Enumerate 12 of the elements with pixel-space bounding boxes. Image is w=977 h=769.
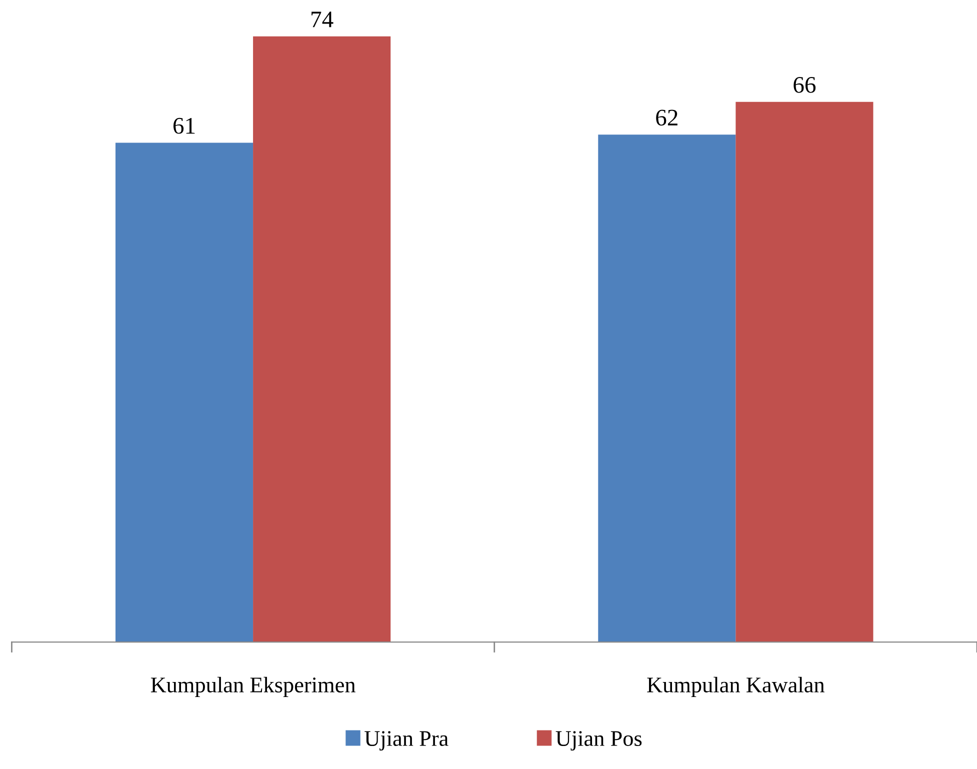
data-label: 66 bbox=[794, 77, 816, 93]
bar bbox=[598, 134, 736, 642]
bar bbox=[115, 142, 254, 642]
data-label: 62 bbox=[656, 110, 678, 126]
data-label: 74 bbox=[312, 12, 334, 28]
legend-label: Ujian Pos bbox=[556, 731, 642, 751]
x-tick-label: Kumpulan Kawalan bbox=[647, 676, 825, 697]
data-label: 61 bbox=[173, 118, 195, 134]
bar bbox=[736, 102, 874, 642]
bar bbox=[253, 36, 391, 642]
legend-label: Ujian Pra bbox=[364, 731, 448, 751]
x-tick-label: Kumpulan Eksperimen bbox=[150, 676, 356, 697]
